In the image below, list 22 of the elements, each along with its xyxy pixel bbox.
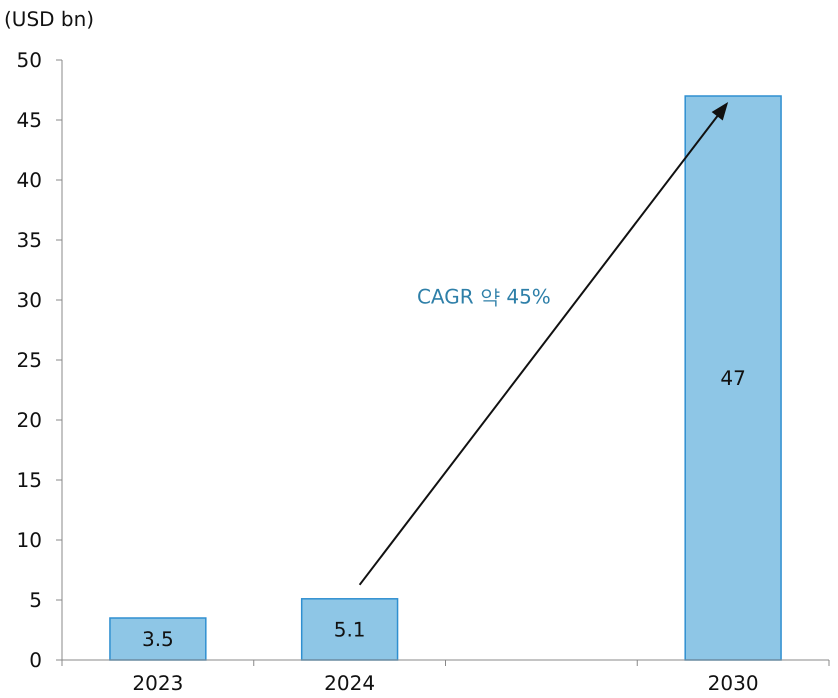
- bar: [109, 617, 207, 661]
- y-tick-label: 20: [16, 408, 42, 432]
- bar: [684, 95, 782, 661]
- bar: [300, 598, 398, 661]
- data-label: 5.1: [334, 617, 366, 642]
- data-label: 47: [720, 366, 746, 390]
- y-tick-label: 40: [16, 168, 42, 192]
- annotation: CAGR 약 45%: [416, 284, 551, 308]
- y-tick-label: 35: [16, 228, 42, 252]
- y-tick-label: 50: [16, 48, 42, 72]
- x-tick-label: 2030: [708, 671, 759, 695]
- y-tick-label: 25: [16, 348, 42, 372]
- y-tick-label: 0: [29, 648, 42, 672]
- y-axis-title: (USD bn): [4, 7, 94, 31]
- y-tick-label: 30: [16, 288, 42, 312]
- y-tick-label: 45: [16, 108, 42, 132]
- y-tick-label: 10: [16, 528, 42, 552]
- x-tick-label: 2024: [324, 671, 376, 695]
- data-label: 3.5: [142, 627, 174, 651]
- y-tick-label: 15: [16, 468, 42, 492]
- y-tick-label: 5: [29, 588, 42, 612]
- x-tick-label: 2023: [132, 671, 184, 695]
